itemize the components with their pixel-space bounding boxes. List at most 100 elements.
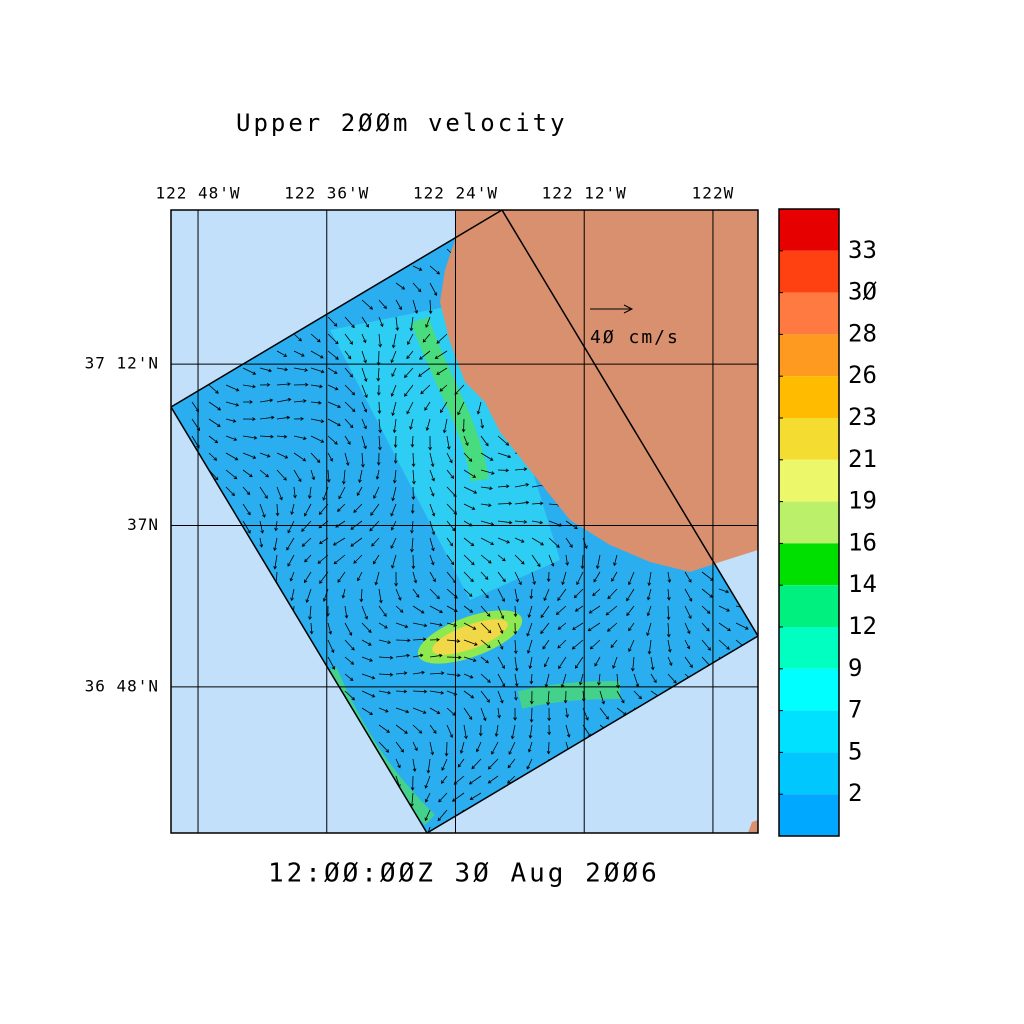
velocity-arrow	[259, 537, 264, 548]
velocity-arrow	[514, 571, 522, 586]
velocity-arrow	[646, 588, 652, 601]
velocity-arrow	[394, 571, 398, 587]
velocity-arrow	[667, 673, 677, 684]
velocity-arrow	[543, 588, 550, 602]
velocity-arrow	[607, 588, 618, 600]
velocity-arrow	[378, 333, 383, 348]
velocity-arrow	[290, 588, 295, 602]
velocity-arrow	[513, 605, 518, 618]
velocity-arrow	[463, 486, 478, 494]
velocity-arrow	[378, 316, 384, 328]
velocity-arrow	[395, 605, 404, 613]
velocity-arrow	[529, 588, 534, 600]
velocity-arrow	[633, 690, 642, 700]
timestamp: 12:ØØ:ØØZ 3Ø Aug 2ØØ6	[268, 859, 660, 889]
velocity-arrow	[480, 605, 491, 617]
velocity-arrow	[361, 384, 368, 399]
velocity-arrow	[546, 690, 550, 706]
speed-field	[432, 619, 508, 655]
velocity-arrow	[507, 758, 516, 769]
velocity-arrow	[463, 690, 475, 699]
velocity-arrow	[376, 367, 381, 382]
velocity-arrow	[412, 741, 418, 752]
velocity-arrow	[613, 554, 618, 567]
velocity-arrow	[497, 588, 505, 602]
velocity-arrow	[592, 588, 601, 597]
velocity-arrow	[310, 367, 325, 374]
velocity-arrow	[361, 452, 365, 468]
velocity-arrow	[514, 520, 528, 524]
velocity-arrow	[558, 656, 567, 670]
velocity-arrow	[361, 673, 376, 680]
velocity-arrow	[327, 384, 339, 391]
velocity-arrow	[497, 435, 510, 446]
velocity-arrow	[446, 435, 451, 450]
velocity-arrow	[527, 605, 533, 618]
velocity-arrow	[361, 707, 373, 715]
velocity-arrow	[395, 299, 402, 311]
velocity-arrow	[242, 520, 251, 534]
velocity-arrow	[513, 622, 518, 635]
colorbar-bin	[779, 752, 839, 795]
velocity-arrow	[410, 775, 415, 791]
colorbar-bin	[779, 501, 839, 544]
velocity-arrow	[378, 639, 392, 645]
colorbar-label: 28	[848, 319, 877, 347]
velocity-arrow	[412, 299, 419, 314]
velocity-arrow	[436, 367, 448, 375]
velocity-arrow	[276, 469, 287, 481]
velocity-arrow	[242, 469, 253, 478]
velocity-arrow	[411, 554, 416, 570]
lon-tick-label: 122 48'W	[156, 184, 241, 203]
velocity-arrow	[476, 401, 482, 415]
velocity-arrow	[327, 333, 339, 345]
velocity-arrow	[646, 605, 652, 617]
velocity-arrow	[528, 656, 533, 670]
velocity-arrow	[491, 741, 499, 755]
colorbar-bin	[779, 543, 839, 586]
velocity-arrow	[208, 418, 221, 427]
velocity-arrow	[599, 690, 606, 705]
velocity-arrow	[377, 401, 382, 415]
velocity-arrow	[304, 554, 312, 563]
velocity-arrow	[412, 653, 424, 658]
velocity-arrow	[310, 469, 316, 481]
velocity-arrow	[497, 622, 504, 634]
velocity-arrow	[293, 350, 305, 357]
velocity-arrow	[611, 571, 618, 582]
velocity-arrow	[429, 452, 435, 468]
velocity-arrow	[412, 265, 423, 271]
velocity-arrow	[395, 707, 410, 714]
velocity-arrow	[424, 809, 431, 822]
velocity-arrow	[494, 724, 499, 737]
velocity-arrow	[293, 469, 302, 483]
velocity-arrow	[361, 622, 372, 634]
velocity-arrow	[463, 588, 473, 597]
velocity-arrow	[480, 622, 492, 634]
velocity-arrow	[497, 452, 512, 459]
velocity-arrow	[612, 656, 618, 669]
velocity-arrow	[616, 673, 620, 689]
velocity-arrow	[557, 639, 567, 649]
velocity-arrow	[404, 384, 414, 397]
velocity-arrow	[395, 724, 408, 734]
velocity-arrow	[410, 537, 414, 553]
velocity-arrow	[344, 622, 353, 636]
velocity-arrow	[487, 775, 499, 784]
velocity-arrow	[225, 452, 239, 461]
velocity-arrow	[548, 554, 555, 567]
velocity-arrow	[412, 571, 418, 584]
velocity-arrow	[610, 639, 618, 649]
velocity-arrow	[531, 520, 544, 525]
lat-tick-label: 37 12'N	[85, 354, 159, 373]
velocity-arrow	[310, 384, 323, 389]
velocity-arrow	[701, 622, 710, 632]
velocity-arrow	[666, 622, 671, 638]
velocity-arrow	[480, 673, 491, 683]
velocity-arrow	[497, 571, 506, 583]
velocity-arrow	[718, 639, 730, 650]
velocity-arrow	[576, 571, 584, 586]
velocity-arrow	[376, 452, 381, 466]
colorbar-bin	[779, 334, 839, 377]
